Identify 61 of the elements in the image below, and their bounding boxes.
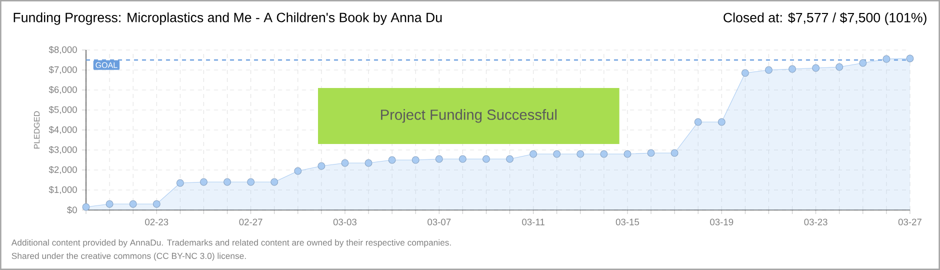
x-tick-label: 02-23 [145, 218, 168, 226]
x-tick-label: 03-07 [428, 218, 451, 226]
y-tick-label: $1,000 [48, 186, 77, 194]
point [176, 179, 184, 187]
point [624, 150, 632, 158]
y-tick-label: $4,000 [48, 126, 77, 134]
point [318, 162, 326, 170]
point [294, 167, 302, 175]
point [200, 178, 208, 186]
point [764, 66, 772, 74]
y-tick-label: $5,000 [48, 106, 77, 114]
point [859, 59, 867, 67]
y-axis-title: PLEDGED [34, 111, 40, 148]
x-tick-label: 02-27 [239, 218, 262, 226]
y-tick-label: $6,000 [48, 86, 77, 94]
point [82, 203, 90, 211]
point [788, 65, 796, 73]
text: Shared under the creative commons (CC BY-NC 3.0) license. [12, 252, 246, 261]
point [836, 63, 844, 71]
point [506, 155, 514, 163]
annotation: Project Funding Successful [381, 109, 557, 123]
x-tick-label: 03-19 [710, 218, 734, 226]
point [553, 150, 561, 158]
x-tick-label: 03-11 [522, 218, 544, 226]
point [600, 150, 608, 158]
y-tick-label: $2,000 [48, 166, 77, 174]
x-tick-label: 03-15 [616, 218, 640, 226]
point [882, 55, 890, 63]
point [270, 178, 278, 186]
x-tick-label: 03-27 [898, 218, 922, 226]
point [670, 149, 678, 157]
point [341, 159, 349, 167]
point [152, 200, 160, 208]
point [388, 156, 396, 164]
point [530, 150, 538, 158]
point [482, 155, 490, 163]
y-tick-label: $0 [67, 206, 77, 214]
point [435, 155, 443, 163]
point [224, 178, 232, 186]
chart-title: Funding Progress: Microplastics and Me - A Children's Book by Anna Du [14, 12, 442, 25]
point [247, 178, 255, 186]
y-tick-label: $7,000 [48, 66, 77, 74]
y-tick-label: $8,000 [48, 46, 77, 54]
point [906, 54, 914, 62]
point [576, 150, 584, 158]
chart-subtitle: Closed at: $7,577 / $7,500 (101%) [724, 12, 926, 25]
point [129, 200, 137, 208]
point [647, 149, 655, 157]
point [694, 118, 702, 126]
y-tick-label: $3,000 [48, 146, 77, 154]
text: Additional content provided by AnnaDu. Trademarks and related content are owned by their respective companies. [11, 239, 451, 248]
point [364, 159, 372, 167]
point [412, 156, 420, 164]
point [106, 200, 114, 208]
point [741, 69, 749, 77]
x-tick-label: 03-03 [333, 218, 356, 226]
x-tick-label: 03-23 [804, 218, 828, 226]
ref-line-label: GOAL [96, 62, 118, 68]
point [458, 155, 466, 163]
point [812, 64, 820, 72]
point [718, 118, 726, 126]
